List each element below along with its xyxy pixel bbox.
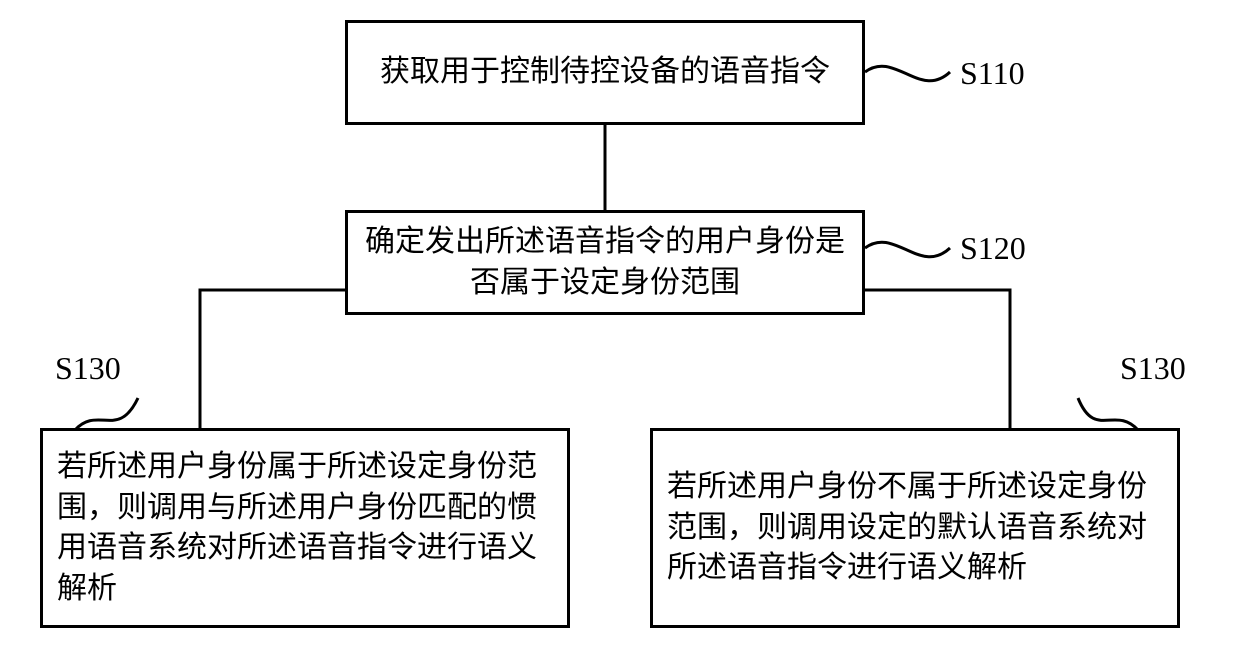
edge-n2-n3 <box>200 290 345 428</box>
flow-node-s130-right: 若所述用户身份不属于所述设定身份范围，则调用设定的默认语音系统对所述语音指令进行… <box>650 428 1180 628</box>
step-label-s120: S120 <box>960 230 1026 267</box>
squiggle-s130-right <box>1078 398 1138 430</box>
flow-node-text: 获取用于控制待控设备的语音指令 <box>380 52 830 93</box>
flow-node-text: 确定发出所述语音指令的用户身份是否属于设定身份范围 <box>362 222 848 303</box>
squiggle-s130-left <box>75 398 138 430</box>
flow-node-s130-left: 若所述用户身份属于所述设定身份范围，则调用与所述用户身份匹配的惯用语音系统对所述… <box>40 428 570 628</box>
flow-node-text: 若所述用户身份不属于所述设定身份范围，则调用设定的默认语音系统对所述语音指令进行… <box>667 467 1163 589</box>
step-label-s130-left: S130 <box>55 350 121 387</box>
flow-node-text: 若所述用户身份属于所述设定身份范围，则调用与所述用户身份匹配的惯用语音系统对所述… <box>57 447 553 609</box>
squiggle-s110 <box>865 66 950 81</box>
edge-n2-n4 <box>865 290 1010 428</box>
step-label-s130-right: S130 <box>1120 350 1186 387</box>
flow-node-s120: 确定发出所述语音指令的用户身份是否属于设定身份范围 <box>345 210 865 315</box>
squiggle-s120 <box>865 242 950 257</box>
step-label-s110: S110 <box>960 55 1025 92</box>
flow-node-s110: 获取用于控制待控设备的语音指令 <box>345 20 865 125</box>
flowchart-container: 获取用于控制待控设备的语音指令 确定发出所述语音指令的用户身份是否属于设定身份范… <box>0 0 1240 670</box>
